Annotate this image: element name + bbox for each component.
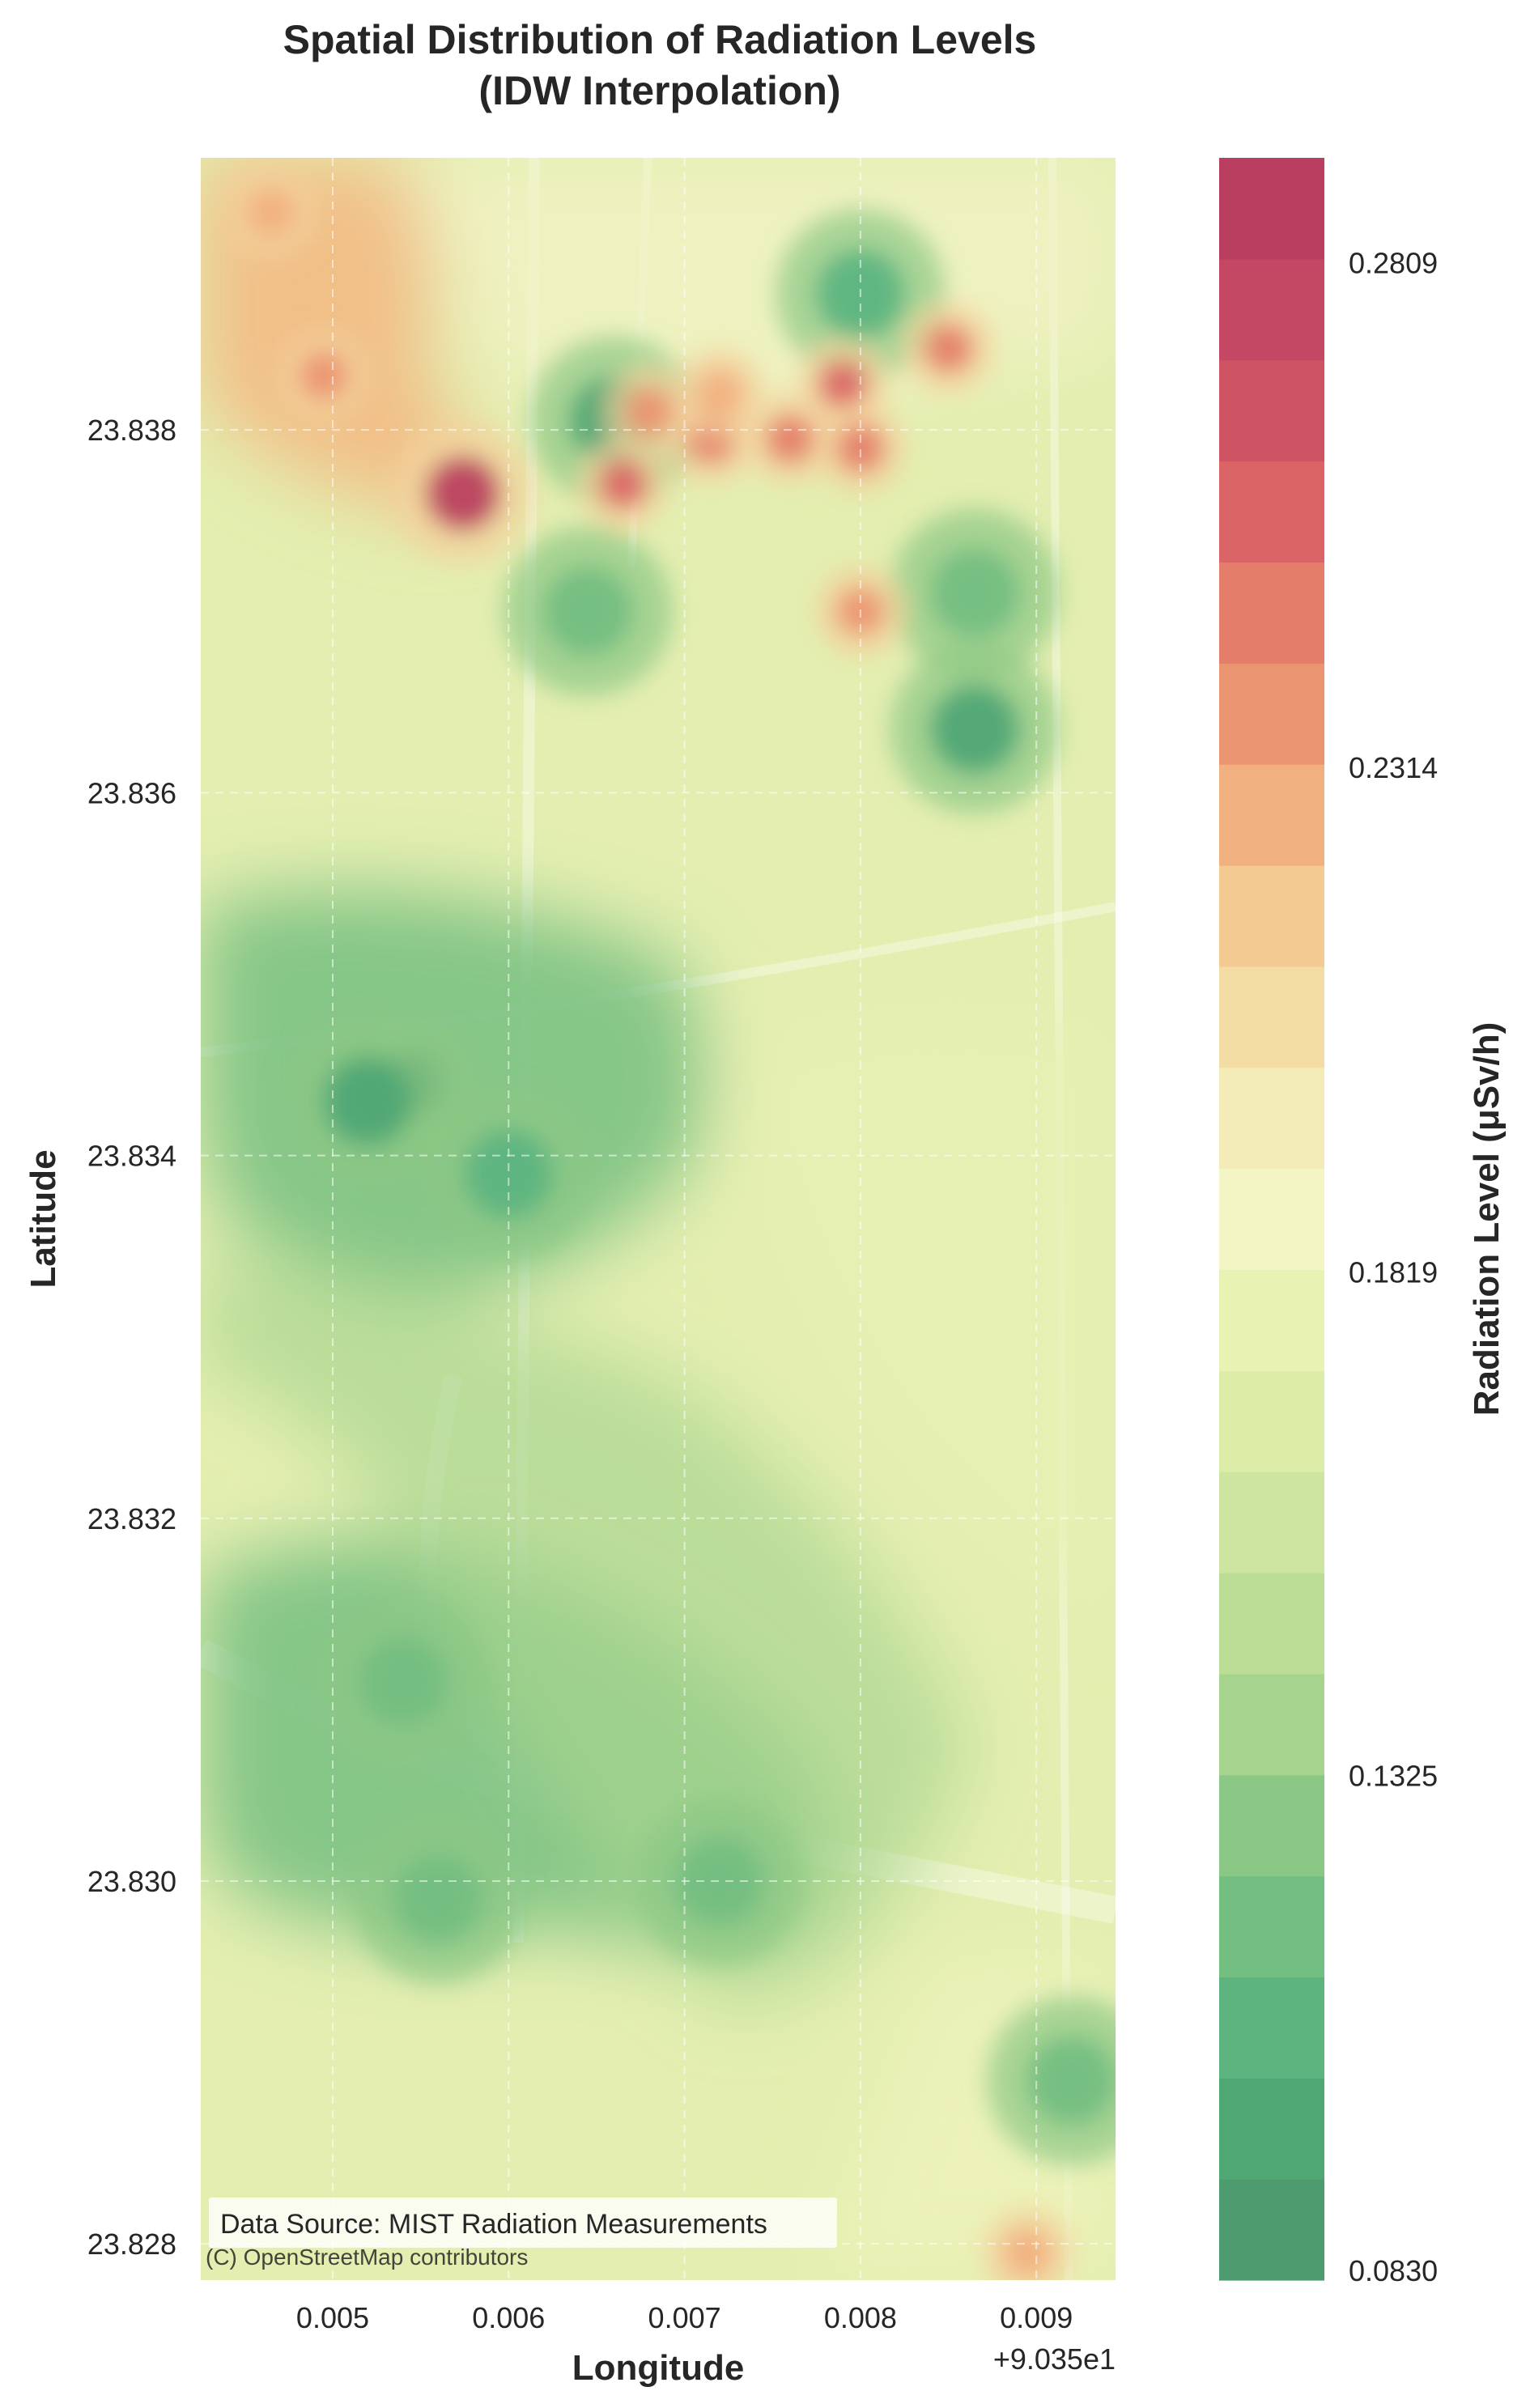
- coldspot-9: [675, 1836, 765, 1926]
- heatmap-region-east-pale: [729, 1015, 1116, 1619]
- y-tick-label-1: 23.830: [87, 1865, 176, 1898]
- colorbar-segment-15: [1219, 663, 1324, 765]
- hotspot-18: [924, 324, 973, 373]
- hotspot-20: [695, 369, 745, 418]
- y-tick-label-2: 23.832: [87, 1502, 176, 1535]
- x-axis-offset-label: +9.035e1: [993, 2342, 1116, 2376]
- hotspot-14: [818, 360, 868, 410]
- colorbar-segment-9: [1219, 1269, 1324, 1371]
- data-source-background: [209, 2198, 837, 2248]
- x-axis-label: Longitude: [572, 2348, 745, 2388]
- chart-title-line-2: (IDW Interpolation): [478, 68, 840, 113]
- colorbar-ticks: 0.0830 0.1325 0.1819 0.2314 0.2809: [1349, 247, 1438, 2287]
- hotspot-22: [300, 350, 349, 400]
- data-source-box: Data Source: MIST Radiation Measurements: [209, 2198, 837, 2248]
- colorbar-segment-11: [1219, 1067, 1324, 1170]
- colorbar-segment-19: [1219, 258, 1324, 361]
- colorbar-segment-2: [1219, 1977, 1324, 2079]
- colorbar-segment-14: [1219, 764, 1324, 866]
- y-tick-label-4: 23.836: [87, 776, 176, 809]
- data-source-text: Data Source: MIST Radiation Measurements: [220, 2209, 767, 2240]
- y-tick-label-5: 23.838: [87, 414, 176, 447]
- x-tick-label-2: 0.007: [648, 2301, 721, 2334]
- hotspot-12: [425, 456, 500, 531]
- x-tick-label-0: 0.005: [296, 2301, 369, 2334]
- coldspot-10: [393, 1854, 483, 1944]
- x-axis-ticks: 0.005 0.006 0.007 0.008 0.009: [296, 2301, 1073, 2334]
- y-axis-ticks: 23.828 23.830 23.832 23.834 23.836 23.838: [87, 414, 176, 2261]
- grid: [201, 158, 1116, 2280]
- coldspot-7: [930, 548, 1020, 638]
- hotspot-23: [246, 188, 295, 237]
- heatmap-hotspots: [224, 166, 1116, 2280]
- coldspot-11: [1026, 2036, 1116, 2126]
- plot-area: [201, 158, 1116, 2280]
- colorbar-segment-10: [1219, 1168, 1324, 1271]
- hotspot-13: [598, 460, 648, 509]
- hotspot-21: [625, 387, 674, 436]
- colorbar-segment-17: [1219, 461, 1324, 563]
- colorbar-segment-0: [1219, 2179, 1324, 2281]
- heatmap-region-mid-band: [201, 1255, 971, 2007]
- colorbar-segment-8: [1219, 1370, 1324, 1472]
- hotspot-24: [1003, 2228, 1052, 2278]
- x-tick-label-1: 0.006: [472, 2301, 545, 2334]
- y-tick-label-3: 23.834: [87, 1140, 176, 1173]
- colorbar-segment-6: [1219, 1573, 1324, 1675]
- x-tick-label-3: 0.008: [824, 2301, 897, 2334]
- colorbar-segment-13: [1219, 865, 1324, 967]
- chart-title-line-1: Spatial Distribution of Radiation Levels: [283, 17, 1037, 62]
- coldspot-1: [323, 1056, 413, 1146]
- hotspot-15: [835, 423, 885, 473]
- coldspot-5: [543, 567, 633, 656]
- colorbar-segment-18: [1219, 359, 1324, 462]
- coldspot-3: [930, 684, 1020, 774]
- colorbar-segment-12: [1219, 966, 1324, 1068]
- y-axis-label: Latitude: [23, 1149, 63, 1288]
- colorbar-segment-4: [1219, 1774, 1324, 1877]
- colorbar-tick-label-3: 0.2314: [1349, 751, 1438, 784]
- coldspot-2: [464, 1128, 554, 1218]
- colorbar-segment-16: [1219, 562, 1324, 664]
- basemap-attribution: (C) OpenStreetMap contributors: [206, 2244, 528, 2270]
- colorbar-tick-label-1: 0.1325: [1349, 1760, 1438, 1793]
- coldspot-8: [358, 1637, 448, 1726]
- colorbar-label: Radiation Level (μSv/h): [1467, 1022, 1507, 1416]
- colorbar: [1219, 158, 1324, 2281]
- colorbar-tick-label-4: 0.2809: [1349, 247, 1438, 280]
- colorbar-tick-label-0: 0.0830: [1349, 2254, 1438, 2287]
- colorbar-segment-1: [1219, 2078, 1324, 2180]
- colorbar-segment-20: [1219, 158, 1324, 260]
- hotspot-17: [765, 414, 814, 464]
- colorbar-segment-3: [1219, 1875, 1324, 1978]
- x-tick-label-4: 0.009: [1000, 2301, 1073, 2334]
- colorbar-tick-label-2: 0.1819: [1349, 1255, 1438, 1289]
- colorbar-segment-5: [1219, 1673, 1324, 1776]
- y-tick-label-0: 23.828: [87, 2228, 176, 2261]
- colorbar-segment-7: [1219, 1472, 1324, 1573]
